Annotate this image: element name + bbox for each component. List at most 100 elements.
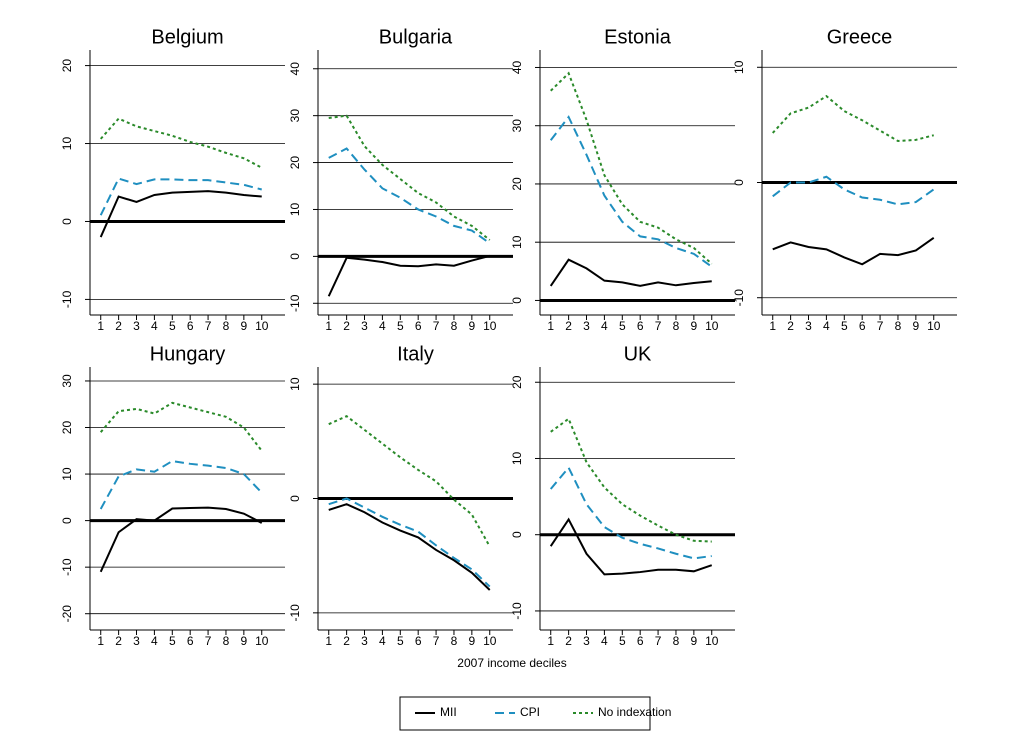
x-tick-label: 4 bbox=[601, 319, 608, 333]
x-tick-label: 4 bbox=[601, 634, 608, 648]
x-tick-label: 10 bbox=[705, 319, 719, 333]
y-tick-label: -10 bbox=[60, 558, 74, 576]
series-line bbox=[549, 115, 713, 268]
x-tick-label: 2 bbox=[115, 319, 122, 333]
x-tick-label: 1 bbox=[547, 319, 554, 333]
x-tick-label: 3 bbox=[583, 319, 590, 333]
x-tick-label: 8 bbox=[673, 319, 680, 333]
x-tick-label: 1 bbox=[97, 319, 104, 333]
x-tick-label: 1 bbox=[97, 634, 104, 648]
y-tick-label: -10 bbox=[60, 290, 74, 308]
x-tick-label: 4 bbox=[151, 634, 158, 648]
x-tick-label: 9 bbox=[241, 319, 248, 333]
series-line bbox=[550, 71, 713, 265]
x-tick-label: 4 bbox=[379, 319, 386, 333]
y-tick-label: 20 bbox=[288, 156, 302, 170]
x-tick-label: 8 bbox=[895, 319, 902, 333]
series-line bbox=[99, 177, 262, 216]
x-tick-label: 7 bbox=[655, 634, 662, 648]
x-tick-label: 6 bbox=[187, 634, 194, 648]
y-tick-label: 40 bbox=[288, 62, 302, 76]
series-line bbox=[328, 503, 491, 591]
x-tick-label: 8 bbox=[223, 634, 230, 648]
y-tick-label: -20 bbox=[60, 605, 74, 623]
y-tick-label: 30 bbox=[288, 109, 302, 123]
x-tick-label: 2 bbox=[343, 319, 350, 333]
x-tick-label: 10 bbox=[255, 634, 269, 648]
series-line bbox=[99, 506, 263, 573]
x-tick-label: 5 bbox=[841, 319, 848, 333]
x-tick-label: 1 bbox=[547, 634, 554, 648]
x-tick-label: 2 bbox=[565, 634, 572, 648]
x-tick-label: 5 bbox=[619, 319, 626, 333]
panel-title: UK bbox=[624, 343, 652, 365]
x-tick-label: 6 bbox=[637, 634, 644, 648]
panel-title: Bulgaria bbox=[379, 26, 453, 48]
x-tick-label: 6 bbox=[637, 319, 644, 333]
series-line bbox=[328, 497, 491, 588]
x-tick-label: 6 bbox=[415, 319, 422, 333]
legend-label: CPI bbox=[520, 705, 540, 719]
x-tick-label: 3 bbox=[133, 319, 140, 333]
y-tick-label: 20 bbox=[60, 59, 74, 73]
series-line bbox=[99, 459, 263, 510]
x-tick-label: 1 bbox=[325, 634, 332, 648]
series-line bbox=[549, 517, 713, 576]
x-tick-label: 3 bbox=[805, 319, 812, 333]
series-line bbox=[328, 147, 491, 245]
x-tick-label: 9 bbox=[241, 634, 248, 648]
series-line bbox=[550, 417, 712, 543]
series-line bbox=[771, 94, 934, 143]
x-tick-label: 8 bbox=[451, 319, 458, 333]
series-line bbox=[772, 175, 935, 206]
y-tick-label: 30 bbox=[510, 119, 524, 133]
x-tick-label: 8 bbox=[673, 634, 680, 648]
x-tick-label: 9 bbox=[913, 319, 920, 333]
y-tick-label: 20 bbox=[60, 421, 74, 435]
panel-title: Hungary bbox=[150, 343, 226, 365]
y-tick-label: -10 bbox=[510, 602, 524, 620]
x-tick-label: 2 bbox=[343, 634, 350, 648]
y-tick-label: 20 bbox=[510, 375, 524, 389]
series-line bbox=[99, 401, 263, 452]
x-tick-label: 10 bbox=[705, 634, 719, 648]
x-tick-label: 5 bbox=[169, 634, 176, 648]
x-tick-label: 5 bbox=[619, 634, 626, 648]
x-tick-label: 3 bbox=[583, 634, 590, 648]
x-tick-label: 1 bbox=[325, 319, 332, 333]
legend-label: MII bbox=[440, 705, 457, 719]
x-tick-label: 9 bbox=[469, 319, 476, 333]
series-line bbox=[328, 415, 491, 548]
x-tick-label: 8 bbox=[223, 319, 230, 333]
x-tick-label: 10 bbox=[483, 319, 497, 333]
x-tick-label: 4 bbox=[151, 319, 158, 333]
y-tick-label: 10 bbox=[732, 60, 746, 74]
x-tick-label: 2 bbox=[115, 634, 122, 648]
y-tick-label: 20 bbox=[510, 177, 524, 191]
x-tick-label: 3 bbox=[133, 634, 140, 648]
x-tick-label: 4 bbox=[823, 319, 830, 333]
series-line bbox=[99, 117, 263, 169]
x-tick-label: 5 bbox=[397, 634, 404, 648]
x-tick-label: 5 bbox=[169, 319, 176, 333]
x-tick-label: 9 bbox=[469, 634, 476, 648]
x-tick-label: 8 bbox=[451, 634, 458, 648]
series-line bbox=[99, 190, 262, 238]
y-tick-label: -10 bbox=[732, 289, 746, 307]
y-tick-label: 0 bbox=[288, 253, 302, 260]
series-line bbox=[549, 465, 712, 560]
panel-title: Greece bbox=[827, 26, 893, 48]
x-tick-label: 7 bbox=[433, 634, 440, 648]
x-tick-label: 2 bbox=[787, 319, 794, 333]
x-tick-label: 6 bbox=[859, 319, 866, 333]
x-tick-label: 4 bbox=[379, 634, 386, 648]
y-tick-label: 0 bbox=[732, 179, 746, 186]
y-tick-label: 10 bbox=[510, 235, 524, 249]
y-tick-label: -10 bbox=[288, 604, 302, 622]
y-tick-label: 10 bbox=[60, 137, 74, 151]
panel-title: Italy bbox=[397, 343, 434, 365]
x-tick-label: 6 bbox=[187, 319, 194, 333]
x-tick-label: 10 bbox=[927, 319, 941, 333]
